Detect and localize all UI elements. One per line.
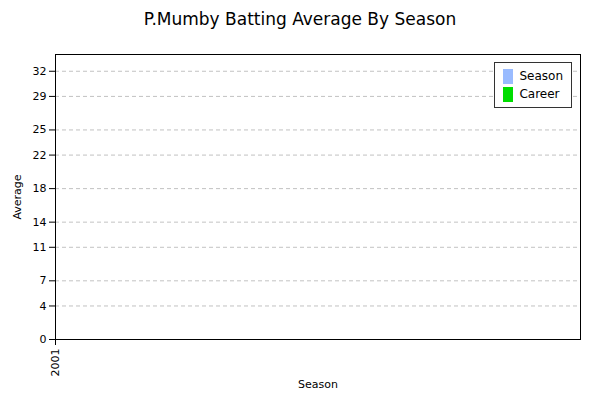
svg-text:Season: Season xyxy=(298,378,338,391)
svg-text:2001: 2001 xyxy=(49,349,62,377)
svg-text:25: 25 xyxy=(33,123,47,136)
html-text:Career: Career xyxy=(519,87,560,101)
svg-text:18: 18 xyxy=(33,182,47,195)
svg-text:0: 0 xyxy=(40,333,47,346)
html-text:Season: Season xyxy=(519,69,563,83)
svg-text:7: 7 xyxy=(40,274,47,287)
svg-text:14: 14 xyxy=(33,216,47,229)
svg-text:32: 32 xyxy=(33,65,47,78)
svg-text:11: 11 xyxy=(33,241,47,254)
svg-text:4: 4 xyxy=(40,299,47,312)
svg-text:29: 29 xyxy=(33,90,47,103)
svg-text:Average: Average xyxy=(11,174,24,219)
svg-text:22: 22 xyxy=(33,149,47,162)
html-text:P.Mumby Batting Average By Sea: P.Mumby Batting Average By Season xyxy=(143,9,457,29)
